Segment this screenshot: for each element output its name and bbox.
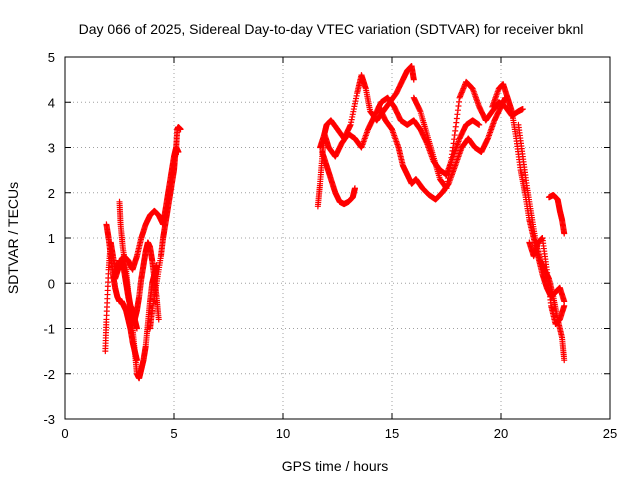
x-tick-label: 15	[385, 426, 399, 441]
y-tick-label: -3	[43, 412, 55, 427]
y-tick-label: 2	[48, 186, 55, 201]
chart-title: Day 066 of 2025, Sidereal Day-to-day VTE…	[79, 21, 584, 37]
x-tick-label: 10	[276, 426, 290, 441]
x-tick-label: 5	[170, 426, 177, 441]
x-axis-label: GPS time / hours	[282, 458, 389, 474]
axis-ticks: 0 5 10 15 20 25 -3 -2 -1 0 1 2 3 4 5	[43, 50, 617, 441]
y-tick-label: 4	[48, 95, 55, 110]
x-tick-label: 0	[61, 426, 68, 441]
y-tick-label: 1	[48, 231, 55, 246]
y-tick-label: 0	[48, 276, 55, 291]
y-tick-label: 5	[48, 50, 55, 65]
data-marks	[102, 63, 568, 382]
y-tick-label: -2	[43, 367, 55, 382]
y-tick-label: -1	[43, 322, 55, 337]
x-tick-label: 25	[603, 426, 617, 441]
y-axis-label: SDTVAR / TECUs	[5, 182, 21, 294]
x-tick-label: 20	[494, 426, 508, 441]
y-tick-label: 3	[48, 141, 55, 156]
